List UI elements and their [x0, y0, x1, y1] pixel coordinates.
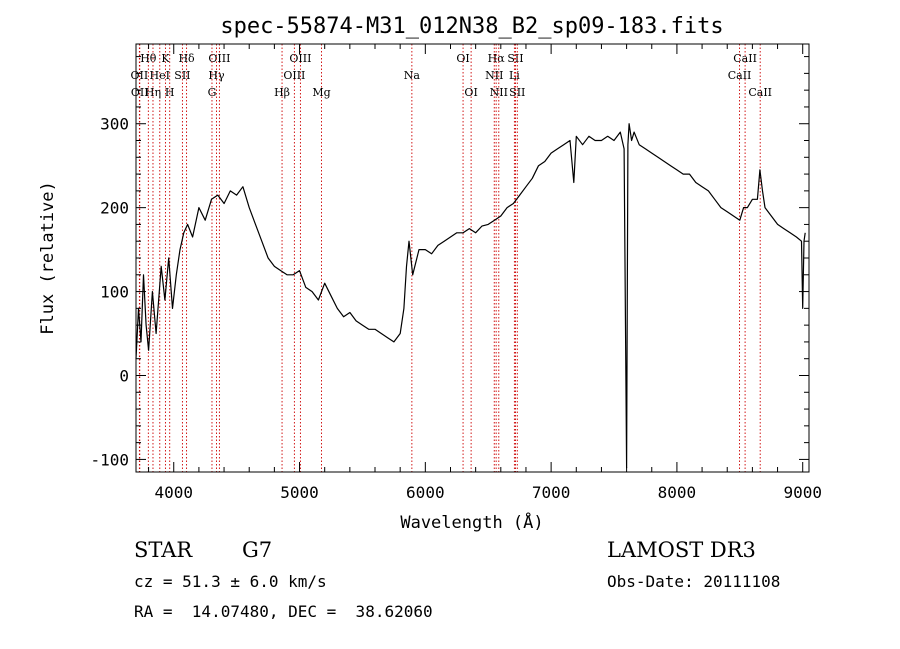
- line-marker-label: Hβ: [274, 86, 290, 99]
- redshift-value: cz = 51.3 ± 6.0 km/s: [134, 572, 327, 591]
- sky-coordinates: RA = 14.07480, DEC = 38.62060: [134, 602, 433, 621]
- line-markers: HθOIIOIIHeIHηKSIIHHδOIIIHγGHβOIIIOIIIMgN…: [131, 44, 772, 472]
- plot-frame: [135, 43, 810, 473]
- x-tick-label: 7000: [532, 483, 571, 502]
- line-marker-label: OIII: [289, 52, 311, 65]
- line-marker-label: Hη: [145, 86, 161, 99]
- x-tick-label: 5000: [280, 483, 319, 502]
- line-marker-label: CaII: [728, 69, 752, 82]
- y-tick-label: -100: [90, 450, 129, 469]
- spectrum-line: [135, 123, 806, 469]
- line-marker-label: CaII: [748, 86, 772, 99]
- line-marker-label: Mg: [312, 86, 330, 99]
- x-tick-label: 4000: [154, 483, 193, 502]
- object-class: STAR: [134, 538, 193, 562]
- tick-labels: 4000 5000 6000 7000 8000 9000 -100 0 100 200 300: [90, 115, 822, 502]
- line-marker-label: OI: [464, 86, 477, 99]
- line-marker-label: SII: [174, 69, 190, 82]
- line-marker-label: K: [161, 52, 170, 65]
- line-marker-label: OII: [131, 86, 149, 99]
- line-marker-label: HeI: [150, 69, 170, 82]
- survey-name: LAMOST DR3: [607, 538, 756, 562]
- observation-date: Obs-Date: 20111108: [607, 572, 781, 591]
- line-marker-label: SII: [507, 52, 523, 65]
- line-marker-label: NII: [485, 69, 503, 82]
- x-tick-label: 8000: [658, 483, 697, 502]
- line-marker-label: Li: [509, 69, 520, 82]
- line-marker-label: Hθ: [140, 52, 157, 65]
- axis-ticks: [136, 44, 809, 472]
- line-marker-label: Na: [404, 69, 421, 82]
- line-marker-label: SII: [509, 86, 525, 99]
- line-marker-label: OIII: [283, 69, 305, 82]
- line-marker-label: H: [165, 86, 175, 99]
- x-tick-label: 9000: [783, 483, 822, 502]
- line-marker-label: NII: [490, 86, 508, 99]
- line-marker-label: Hα: [488, 52, 506, 65]
- y-tick-label: 300: [100, 115, 129, 134]
- x-tick-label: 6000: [406, 483, 445, 502]
- line-marker-label: OI: [456, 52, 469, 65]
- line-marker-label: Hγ: [208, 69, 225, 82]
- line-marker-label: OIII: [208, 52, 230, 65]
- object-subclass: G7: [242, 538, 273, 562]
- chart-title: spec-55874-M31_012N38_B2_sp09-183.fits: [220, 14, 723, 39]
- line-marker-label: CaII: [733, 52, 757, 65]
- line-marker-label: Hδ: [178, 52, 195, 65]
- y-tick-label: 0: [119, 366, 129, 385]
- y-tick-label: 200: [100, 199, 129, 218]
- y-tick-label: 100: [100, 283, 129, 302]
- x-axis-label: Wavelength (Å): [400, 511, 543, 533]
- line-marker-label: G: [208, 86, 217, 99]
- y-axis-label: Flux (relative): [38, 181, 58, 335]
